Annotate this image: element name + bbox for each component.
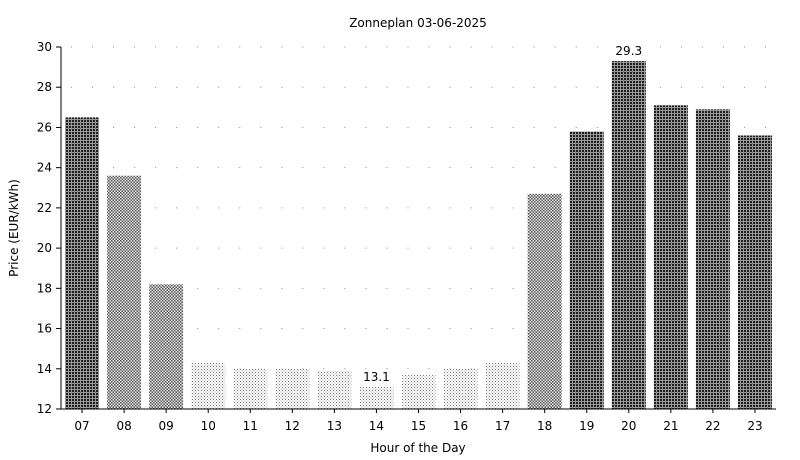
bar-13	[317, 370, 352, 409]
y-tick-label: 14	[37, 362, 52, 376]
data-label-14: 13.1	[363, 370, 390, 384]
y-tick-label: 12	[37, 402, 52, 416]
x-tick-label: 09	[159, 419, 174, 433]
y-tick-label: 30	[37, 40, 52, 54]
y-tick-label: 20	[37, 241, 52, 255]
x-tick-label: 19	[579, 419, 594, 433]
x-tick-label: 18	[537, 419, 552, 433]
y-ticks: 12 14 16 18 20 22 24 26 28 30	[37, 40, 61, 416]
bar-23	[737, 135, 772, 409]
bar-16	[443, 368, 478, 409]
data-labels: 13.1 29.3	[363, 44, 642, 384]
x-tick-label: 23	[747, 419, 762, 433]
bar-10	[191, 362, 226, 409]
bar-15	[401, 374, 436, 409]
y-tick-label: 28	[37, 80, 52, 94]
x-tick-label: 16	[453, 419, 468, 433]
x-tick-label: 08	[116, 419, 131, 433]
bar-21	[653, 105, 688, 410]
x-tick-label: 22	[705, 419, 720, 433]
bar-12	[275, 368, 310, 409]
x-tick-label: 12	[285, 419, 300, 433]
data-label-20: 29.3	[615, 44, 642, 58]
x-tick-label: 20	[621, 419, 636, 433]
y-tick-label: 22	[37, 201, 52, 215]
bar-20	[611, 61, 646, 409]
bar-07	[65, 117, 100, 409]
bar-11	[233, 368, 268, 409]
bar-17	[485, 362, 520, 409]
x-ticks: 07 08 09 10 11 12 13 14 15 16 17 18 19 20 21 22 23	[74, 409, 763, 433]
bar-14	[359, 386, 394, 409]
bars	[65, 61, 772, 410]
x-tick-label: 21	[663, 419, 678, 433]
x-tick-label: 14	[369, 419, 384, 433]
y-tick-label: 26	[37, 120, 52, 134]
bar-22	[695, 109, 730, 409]
x-tick-label: 07	[74, 419, 89, 433]
y-axis-label: Price (EUR/kWh)	[7, 179, 21, 277]
x-tick-label: 13	[327, 419, 342, 433]
bar-08	[107, 175, 142, 409]
x-axis-label: Hour of the Day	[370, 441, 465, 455]
x-tick-label: 17	[495, 419, 510, 433]
bar-09	[149, 284, 184, 409]
y-tick-label: 16	[37, 322, 52, 336]
y-tick-label: 24	[37, 161, 52, 175]
bar-19	[569, 131, 604, 409]
y-tick-label: 18	[37, 281, 52, 295]
x-tick-label: 11	[243, 419, 258, 433]
bar-18	[527, 193, 562, 409]
x-tick-label: 10	[201, 419, 216, 433]
x-tick-label: 15	[411, 419, 426, 433]
chart-title: Zonneplan 03-06-2025	[349, 16, 487, 30]
